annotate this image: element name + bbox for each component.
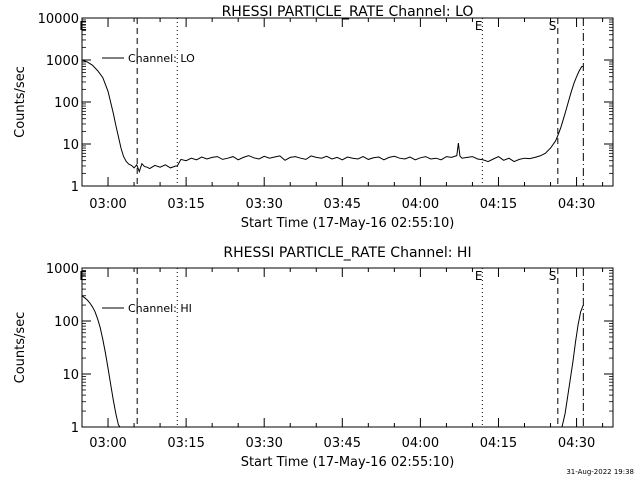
- y-tick-label: 10: [62, 368, 79, 383]
- y-tick-label: 10000: [38, 12, 79, 27]
- series-group: [82, 59, 584, 174]
- series-line: [82, 295, 121, 427]
- plot-frame: [81, 17, 614, 187]
- series-line: [561, 304, 584, 427]
- x-tick-label: 03:15: [167, 197, 204, 212]
- x-tick-label: 04:30: [558, 436, 595, 451]
- y-tick-label: 10: [62, 138, 79, 153]
- x-tick-label: 03:30: [245, 197, 282, 212]
- x-tick-label: 04:30: [558, 197, 595, 212]
- legend-label: Channel: LO: [128, 52, 195, 65]
- event-marker-s: S: [549, 269, 557, 283]
- y-tick-label: 100: [54, 315, 79, 330]
- x-tick-label: 04:15: [480, 436, 517, 451]
- x-tick-label: 04:00: [402, 436, 439, 451]
- event-marker-e: E: [79, 269, 87, 283]
- x-tick-label: 04:15: [480, 197, 517, 212]
- panel-channel-lo: RHESSI PARTICLE_RATE Channel: LO 1 10 100 10…: [13, 4, 614, 231]
- y-axis-label: Counts/sec: [13, 66, 28, 138]
- x-tick-label: 03:15: [167, 436, 204, 451]
- series-line: [82, 59, 584, 174]
- y-tick-label: 1: [71, 180, 79, 195]
- panel-channel-hi: RHESSI PARTICLE_RATE Channel: HI 1 10 100 10…: [13, 245, 614, 470]
- x-tick-label: 03:45: [324, 436, 361, 451]
- x-axis-label: Start Time (17-May-16 02:55:10): [241, 216, 455, 231]
- y-tick-label: 1000: [46, 262, 79, 277]
- event-marker-e: E: [475, 269, 483, 283]
- x-axis-label: Start Time (17-May-16 02:55:10): [241, 455, 455, 470]
- x-tick-label: 03:00: [89, 436, 126, 451]
- x-tick-label: 03:45: [324, 197, 361, 212]
- legend-label: Channel: HI: [128, 302, 192, 315]
- y-tick-label: 1: [71, 421, 79, 436]
- x-tick-label: 03:00: [89, 197, 126, 212]
- event-marker-e: E: [79, 19, 87, 33]
- series-group: [82, 295, 584, 427]
- event-marker-s: S: [549, 19, 557, 33]
- chart-title: RHESSI PARTICLE_RATE Channel: HI: [223, 245, 471, 261]
- y-tick-label: 100: [54, 96, 79, 111]
- y-tick-label: 1000: [46, 54, 79, 69]
- y-axis-label: Counts/sec: [13, 312, 28, 384]
- plot-frame: [81, 267, 614, 428]
- x-tick-label: 03:30: [245, 436, 282, 451]
- chart-title: RHESSI PARTICLE_RATE Channel: LO: [222, 4, 474, 20]
- event-marker-e: E: [475, 19, 483, 33]
- x-tick-label: 04:00: [402, 197, 439, 212]
- footer-timestamp: 31-Aug-2022 19:38: [566, 468, 634, 476]
